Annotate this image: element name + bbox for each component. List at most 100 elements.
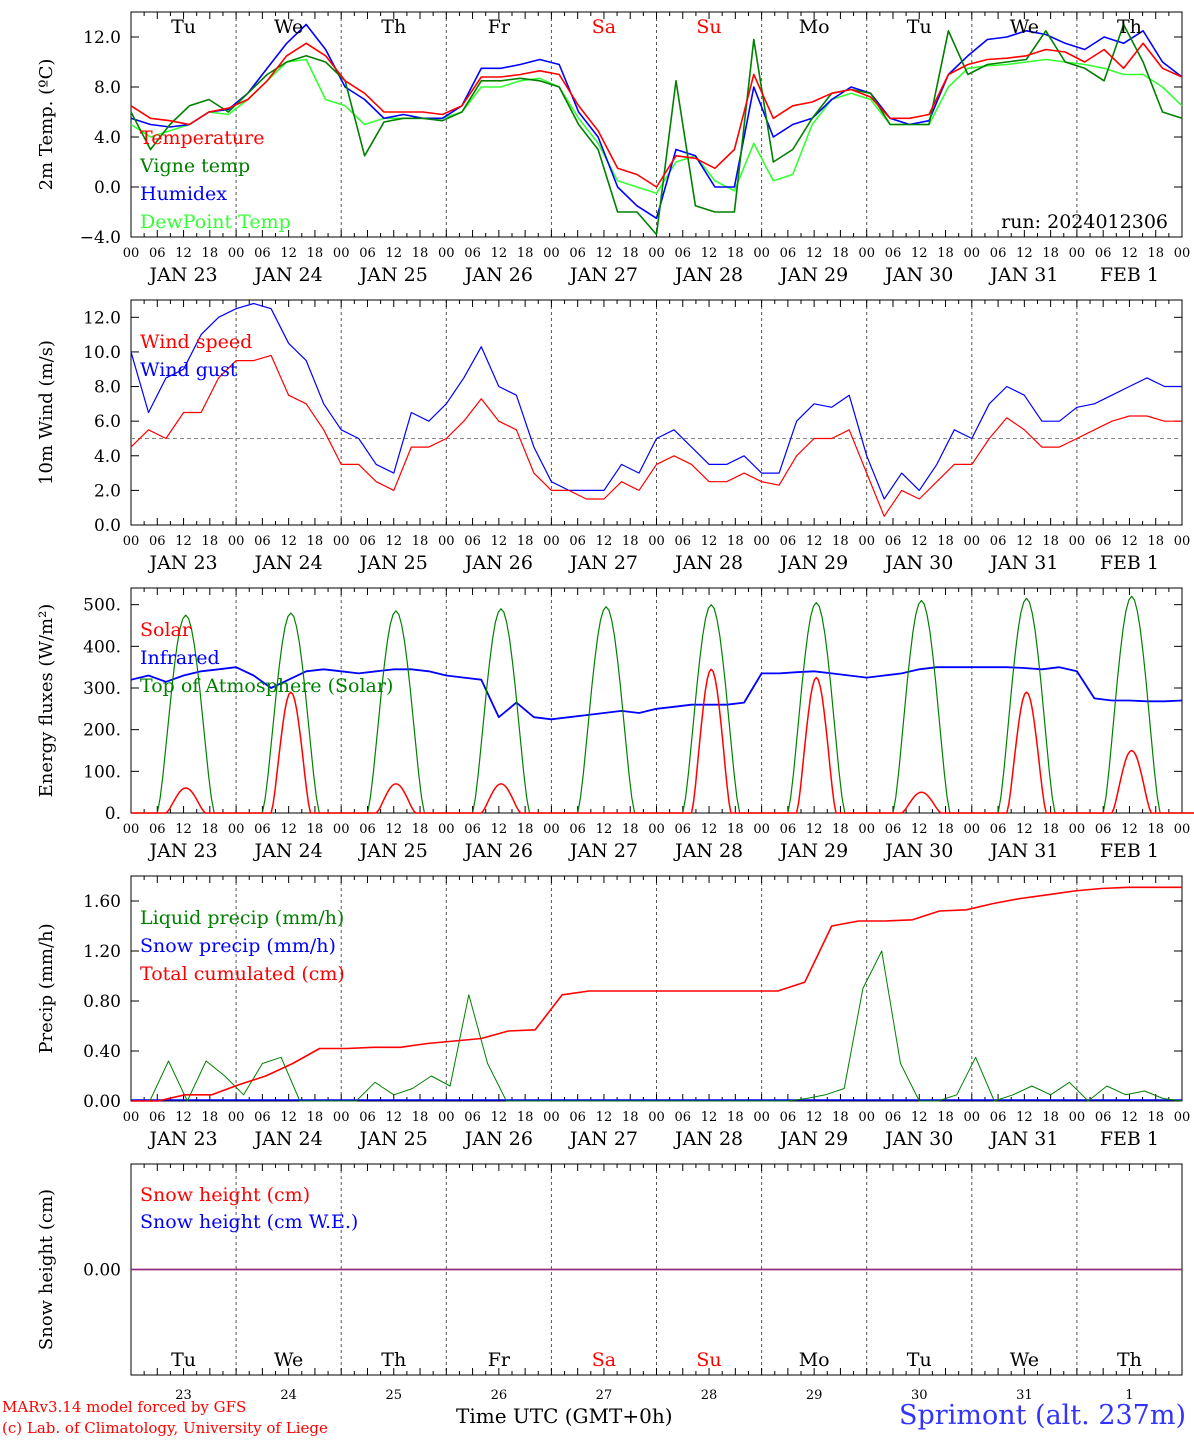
- hour-tick-label: 12: [806, 246, 823, 261]
- date-label: JAN 28: [673, 264, 743, 286]
- hour-tick-label: 18: [1147, 246, 1164, 261]
- hour-tick-label: 00: [648, 534, 665, 549]
- hour-tick-label: 00: [648, 1110, 665, 1125]
- day-number-label: 30: [911, 1388, 928, 1403]
- hour-tick-label: 00: [858, 534, 875, 549]
- hour-tick-label: 12: [806, 1110, 823, 1125]
- date-label: JAN 24: [253, 840, 323, 862]
- panel-frame: [130, 587, 1183, 814]
- weekday-label: Th: [1117, 16, 1142, 38]
- hour-tick-label: 12: [491, 1110, 508, 1125]
- hour-tick-label: 18: [202, 246, 219, 261]
- hour-tick-label: 18: [727, 534, 744, 549]
- hour-tick-label: 00: [1069, 246, 1086, 261]
- hour-tick-label: 06: [1095, 246, 1112, 261]
- hour-tick-label: 06: [149, 534, 166, 549]
- series-liquid-precip: [131, 950, 1183, 1102]
- day-number-label: 1: [1125, 1388, 1133, 1403]
- date-label: JAN 31: [988, 264, 1058, 286]
- hour-tick-label: 12: [491, 822, 508, 837]
- day-number-label: 27: [596, 1388, 613, 1403]
- hour-tick-label: 12: [596, 822, 613, 837]
- y-axis-label: 10m Wind (m/s): [36, 340, 57, 485]
- hour-tick-label: 12: [1016, 534, 1033, 549]
- hour-tick-label: 00: [543, 822, 560, 837]
- hour-tick-label: 00: [964, 822, 981, 837]
- date-label: FEB 1: [1100, 264, 1159, 286]
- day-number-label: 28: [701, 1388, 718, 1403]
- hour-tick-label: 00: [438, 822, 455, 837]
- legend-wind-speed: Wind speed: [140, 331, 252, 353]
- weekday-label: Tu: [171, 1349, 196, 1371]
- date-label: JAN 26: [463, 1128, 533, 1150]
- weekday-label: Tu: [907, 16, 932, 38]
- weekday-label: Mo: [799, 1349, 830, 1371]
- hour-tick-label: 18: [727, 1110, 744, 1125]
- date-label: JAN 31: [988, 552, 1058, 574]
- hour-tick-label: 06: [464, 534, 481, 549]
- hour-tick-label: 18: [412, 534, 429, 549]
- date-label: JAN 23: [147, 840, 217, 862]
- y-tick-label: 1.60: [83, 892, 121, 912]
- hour-tick-label: 00: [123, 822, 140, 837]
- weekday-label: We: [1010, 1349, 1039, 1371]
- weekday-label: Tu: [171, 16, 196, 38]
- date-label: JAN 23: [147, 264, 217, 286]
- hour-tick-label: 12: [385, 534, 402, 549]
- hour-tick-label: 18: [937, 1110, 954, 1125]
- hour-tick-label: 18: [832, 1110, 849, 1125]
- weekday-label: Mo: [799, 16, 830, 38]
- weekday-label: Th: [381, 16, 406, 38]
- hour-tick-label: 18: [517, 534, 534, 549]
- y-tick-label: 10.0: [83, 343, 121, 363]
- date-label: FEB 1: [1100, 1128, 1159, 1150]
- hour-tick-label: 00: [438, 534, 455, 549]
- hour-tick-label: 18: [307, 822, 324, 837]
- series-infrared: [130, 666, 1183, 721]
- y-tick-label: 4.0: [94, 128, 121, 148]
- hour-tick-label: 18: [517, 1110, 534, 1125]
- hour-tick-label: 18: [1042, 534, 1059, 549]
- hour-tick-label: 00: [858, 822, 875, 837]
- hour-tick-label: 00: [228, 246, 245, 261]
- legend-snow-precip-mm-h-: Snow precip (mm/h): [140, 935, 336, 957]
- hour-tick-label: 18: [832, 246, 849, 261]
- hour-tick-label: 00: [753, 822, 770, 837]
- date-label: JAN 29: [778, 840, 848, 862]
- hour-tick-label: 12: [701, 534, 718, 549]
- weekday-label: We: [1010, 16, 1039, 38]
- hour-tick-label: 06: [885, 534, 902, 549]
- hour-tick-label: 06: [254, 1110, 271, 1125]
- date-label: JAN 24: [253, 264, 323, 286]
- date-label: JAN 29: [778, 264, 848, 286]
- day-number-label: 26: [491, 1388, 508, 1403]
- hour-tick-label: 06: [675, 246, 692, 261]
- date-label: JAN 27: [568, 552, 638, 574]
- hour-tick-label: 18: [1042, 246, 1059, 261]
- hour-tick-label: 06: [359, 534, 376, 549]
- hour-tick-label: 12: [1016, 822, 1033, 837]
- hour-tick-label: 18: [937, 534, 954, 549]
- y-tick-label: 0.00: [83, 1092, 121, 1112]
- run-annotation: run: 2024012306: [1001, 211, 1168, 233]
- hour-tick-label: 12: [806, 534, 823, 549]
- hour-tick-label: 00: [543, 246, 560, 261]
- hour-tick-label: 00: [1069, 534, 1086, 549]
- hour-tick-label: 06: [1095, 534, 1112, 549]
- date-label: JAN 24: [253, 552, 323, 574]
- y-tick-label: 12.0: [83, 28, 121, 48]
- hour-tick-label: 18: [832, 534, 849, 549]
- y-tick-label: 400.: [83, 637, 121, 657]
- date-label: JAN 26: [463, 264, 533, 286]
- hour-tick-label: 18: [622, 822, 639, 837]
- hour-tick-label: 12: [1016, 1110, 1033, 1125]
- date-label: JAN 25: [358, 840, 428, 862]
- date-label: JAN 30: [883, 840, 953, 862]
- hour-tick-label: 18: [202, 534, 219, 549]
- date-label: JAN 25: [358, 1128, 428, 1150]
- hour-tick-label: 12: [806, 822, 823, 837]
- hour-tick-label: 00: [333, 534, 350, 549]
- hour-tick-label: 06: [675, 534, 692, 549]
- hour-tick-label: 12: [701, 822, 718, 837]
- day-number-label: 31: [1016, 1388, 1033, 1403]
